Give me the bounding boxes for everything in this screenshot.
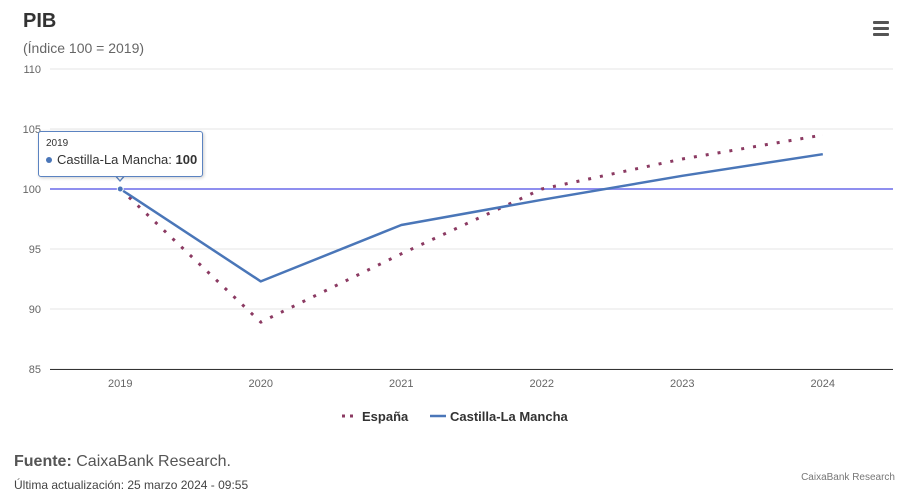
legend-item[interactable]: Castilla-La Mancha (450, 409, 569, 424)
hover-marker (116, 185, 124, 193)
y-tick-label: 100 (23, 184, 41, 196)
tooltip-series-dot (46, 156, 52, 163)
last-updated: Última actualización: 25 marzo 2024 - 09… (14, 478, 249, 492)
x-tick-label: 2022 (530, 378, 554, 390)
series-line (119, 133, 824, 324)
y-tick-label: 110 (23, 64, 41, 76)
source-value: CaixaBank Research. (76, 453, 231, 470)
source-label: Fuente: (14, 453, 72, 470)
credit-link[interactable]: CaixaBank Research (801, 472, 895, 483)
tooltip-series-name: Castilla-La Mancha (57, 152, 169, 167)
tooltip-value: 100 (175, 152, 198, 167)
chart-subtitle: (Índice 100 = 2019) (23, 40, 145, 56)
x-tick-label: 2023 (670, 378, 694, 390)
x-tick-label: 2019 (108, 378, 132, 390)
y-tick-label: 90 (29, 304, 41, 316)
x-tick-label: 2020 (249, 378, 273, 390)
legend-item[interactable]: España (362, 409, 409, 424)
chart-tooltip: 2019 Castilla-La Mancha: 100 (38, 131, 203, 177)
hamburger-menu-icon[interactable] (868, 18, 894, 42)
footer-source: Fuente: CaixaBank Research. (14, 453, 231, 471)
y-tick-label: 105 (23, 124, 41, 136)
x-tick-label: 2024 (811, 378, 835, 390)
tooltip-year: 2019 (46, 138, 69, 149)
chart-title: PIB (23, 10, 57, 32)
y-tick-label: 85 (29, 364, 41, 376)
series-line (119, 152, 823, 283)
tooltip-row: Castilla-La Mancha: 100 (46, 152, 197, 167)
y-tick-label: 95 (29, 244, 41, 256)
x-tick-label: 2021 (389, 378, 413, 390)
